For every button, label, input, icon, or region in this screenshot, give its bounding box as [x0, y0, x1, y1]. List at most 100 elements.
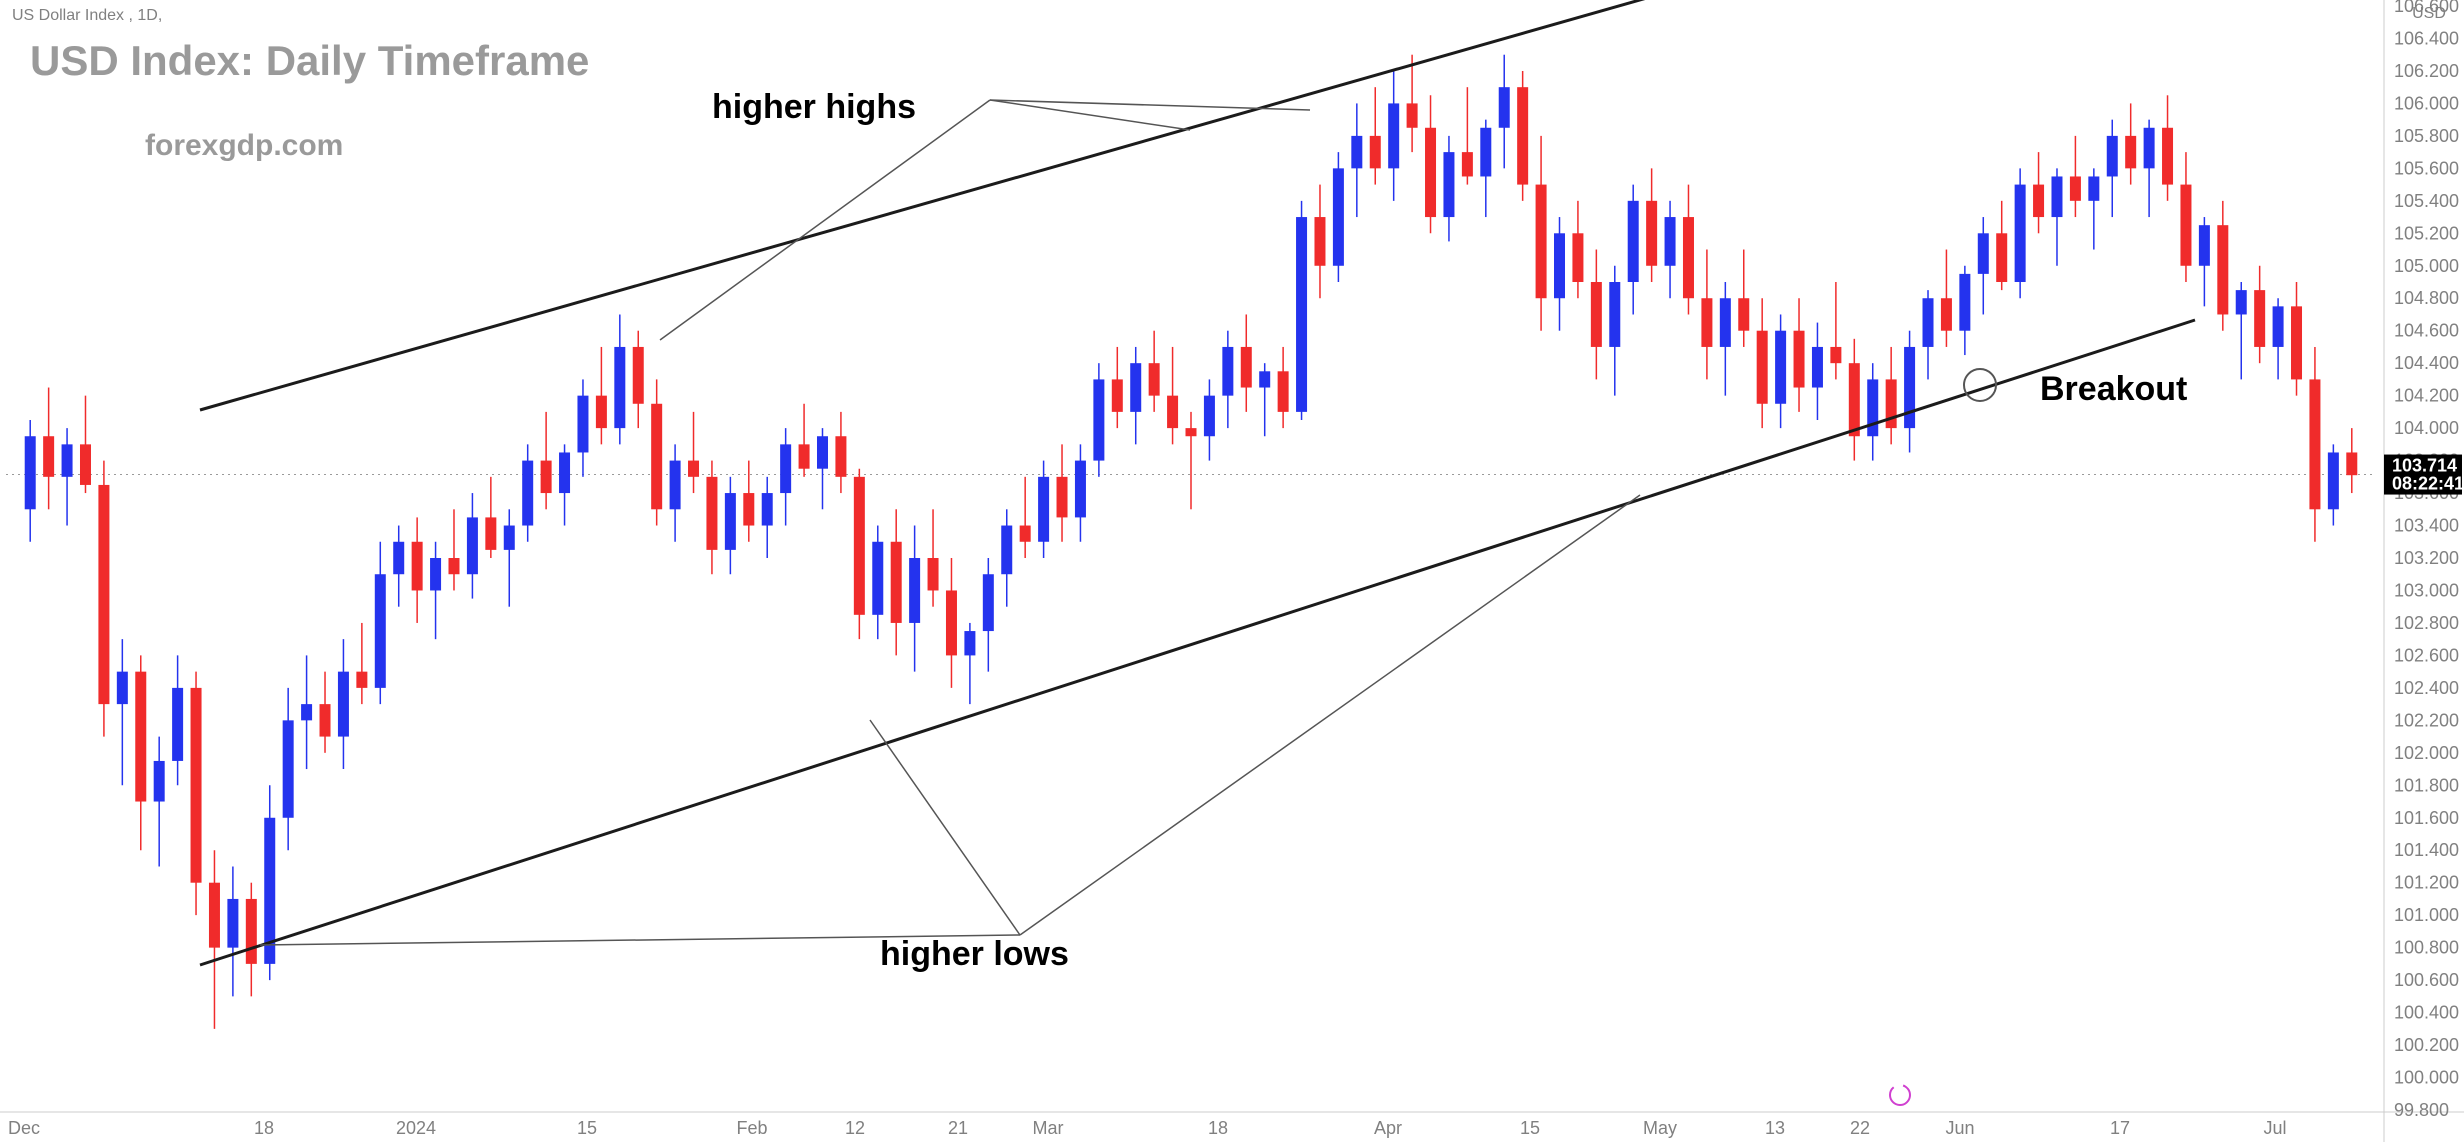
- candle-body: [25, 436, 36, 509]
- y-tick-label: 101.200: [2394, 873, 2459, 893]
- y-tick-label: 103.400: [2394, 516, 2459, 536]
- y-tick-label: 102.800: [2394, 613, 2459, 633]
- candle-body: [1314, 217, 1325, 266]
- candle-body: [891, 542, 902, 623]
- candle-body: [835, 436, 846, 477]
- candle-body: [2144, 128, 2155, 169]
- x-tick-label: Jul: [2263, 1118, 2286, 1138]
- y-tick-label: 105.400: [2394, 191, 2459, 211]
- candle-body: [1149, 363, 1160, 395]
- candle-body: [1057, 477, 1068, 518]
- y-tick-label: 105.200: [2394, 223, 2459, 243]
- candle-body: [1812, 347, 1823, 388]
- price-chart[interactable]: 99.800100.000100.200100.400100.600100.80…: [0, 0, 2464, 1142]
- y-tick-label: 101.800: [2394, 775, 2459, 795]
- y-tick-label: 103.200: [2394, 548, 2459, 568]
- x-tick-label: 21: [948, 1118, 968, 1138]
- candle-body: [2328, 452, 2339, 509]
- candle-body: [872, 542, 883, 615]
- candle-body: [1462, 152, 1473, 176]
- candle-body: [504, 526, 515, 550]
- candle-body: [430, 558, 441, 590]
- candle-body: [1830, 347, 1841, 363]
- x-tick-label: 15: [577, 1118, 597, 1138]
- y-tick-label: 101.400: [2394, 840, 2459, 860]
- candle-body: [320, 704, 331, 736]
- candle-body: [1941, 298, 1952, 330]
- candle-body: [2217, 225, 2228, 314]
- candle-body: [1186, 428, 1197, 436]
- candle-body: [780, 444, 791, 493]
- candle-body: [2070, 176, 2081, 200]
- y-axis-labels: 99.800100.000100.200100.400100.600100.80…: [2394, 0, 2459, 1120]
- y-tick-label: 100.800: [2394, 938, 2459, 958]
- candle-body: [209, 883, 220, 948]
- candle-body: [1038, 477, 1049, 542]
- candle-body: [964, 631, 975, 655]
- x-tick-label: 12: [845, 1118, 865, 1138]
- candle-body: [854, 477, 865, 615]
- candle-body: [1370, 136, 1381, 168]
- candle-body: [1130, 363, 1141, 412]
- x-tick-label: Apr: [1374, 1118, 1402, 1138]
- candle-body: [633, 347, 644, 404]
- candle-body: [1351, 136, 1362, 168]
- candle-body: [983, 574, 994, 631]
- y-tick-label: 105.800: [2394, 126, 2459, 146]
- candle-body: [1849, 363, 1860, 436]
- candle-body: [2125, 136, 2136, 168]
- x-tick-label: 13: [1765, 1118, 1785, 1138]
- candle-body: [1683, 217, 1694, 298]
- x-tick-label: Mar: [1033, 1118, 1064, 1138]
- candle-body: [2088, 176, 2099, 200]
- candle-body: [541, 461, 552, 493]
- candle-body: [2291, 306, 2302, 379]
- x-tick-label: 18: [254, 1118, 274, 1138]
- candle-body: [1204, 396, 1215, 437]
- candle-body: [1001, 526, 1012, 575]
- candle-body: [670, 461, 681, 510]
- candle-body: [1167, 396, 1178, 428]
- x-tick-label: Feb: [736, 1118, 767, 1138]
- y-tick-label: 105.600: [2394, 158, 2459, 178]
- candle-body: [43, 436, 54, 477]
- source-label: forexgdp.com: [145, 129, 343, 162]
- y-tick-label: 104.800: [2394, 288, 2459, 308]
- candle-body: [1978, 233, 1989, 274]
- x-tick-label: 18: [1208, 1118, 1228, 1138]
- candle-body: [2015, 185, 2026, 282]
- candle-body: [117, 672, 128, 704]
- y-tick-label: 101.000: [2394, 905, 2459, 925]
- candle-body: [725, 493, 736, 550]
- x-tick-label: 2024: [396, 1118, 436, 1138]
- candle-body: [62, 444, 73, 476]
- candle-body: [1075, 461, 1086, 518]
- candle-body: [356, 672, 367, 688]
- candle-body: [1296, 217, 1307, 412]
- y-tick-label: 102.000: [2394, 743, 2459, 763]
- y-tick-label: 102.600: [2394, 645, 2459, 665]
- candle-body: [1425, 128, 1436, 217]
- candle-body: [338, 672, 349, 737]
- candle-body: [1646, 201, 1657, 266]
- x-tick-label: May: [1643, 1118, 1677, 1138]
- candle-body: [1757, 331, 1768, 404]
- candle-body: [1572, 233, 1583, 282]
- candle-body: [2162, 128, 2173, 185]
- candle-body: [2199, 225, 2210, 266]
- candle-body: [485, 517, 496, 549]
- candle-body: [246, 899, 257, 964]
- y-tick-label: 102.400: [2394, 678, 2459, 698]
- candle-body: [227, 899, 238, 948]
- candle-body: [1738, 298, 1749, 330]
- candle-body: [577, 396, 588, 453]
- candle-body: [283, 720, 294, 817]
- candle-body: [762, 493, 773, 525]
- candle-body: [1388, 103, 1399, 168]
- x-tick-label: Jun: [1945, 1118, 1974, 1138]
- candle-body: [1959, 274, 1970, 331]
- candle-body: [522, 461, 533, 526]
- y-tick-label: 106.200: [2394, 61, 2459, 81]
- candle-body: [375, 574, 386, 688]
- candle-body: [1775, 331, 1786, 404]
